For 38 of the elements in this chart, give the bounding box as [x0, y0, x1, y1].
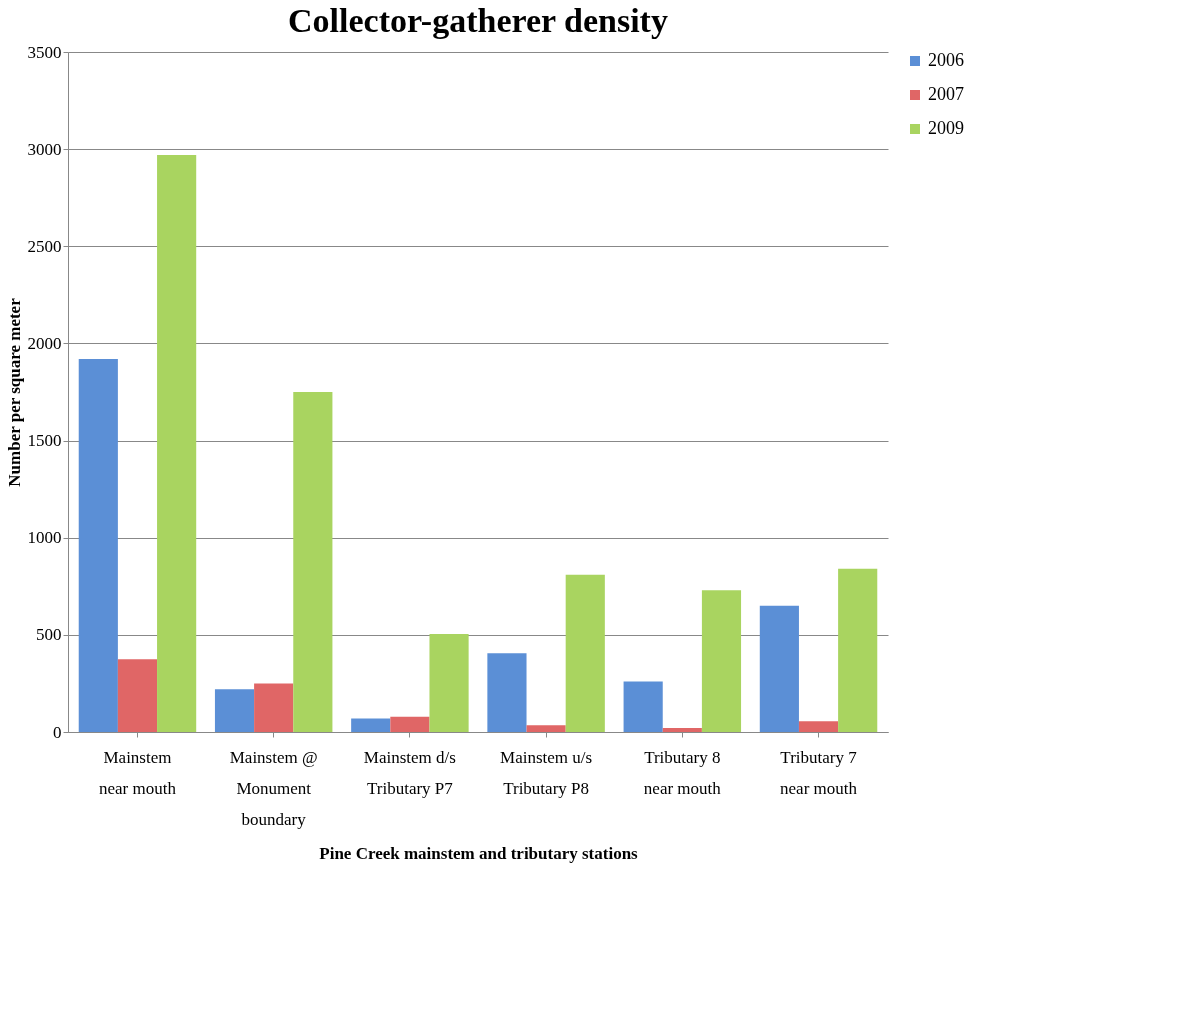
y-tick-label: 1000	[27, 528, 62, 548]
bar	[623, 681, 663, 732]
legend-label: 2007	[928, 84, 964, 104]
bar	[214, 689, 255, 732]
bar	[838, 568, 878, 732]
bar	[487, 653, 527, 732]
bar	[390, 716, 430, 732]
bar	[157, 154, 197, 732]
bar	[78, 358, 118, 732]
chart-title: Collector-gatherer density	[288, 2, 668, 39]
bar	[293, 392, 333, 732]
bar	[117, 659, 158, 732]
bar	[662, 728, 702, 732]
x-tick-label: Mainstem u/s Tributary P8	[500, 747, 593, 798]
legend-label: 2006	[928, 50, 964, 70]
bar	[798, 721, 839, 732]
x-tick-label: Mainstem d/s Tributary P7	[363, 747, 456, 798]
y-tick-label: 0	[53, 722, 62, 742]
legend-label: 2009	[928, 118, 964, 138]
x-tick-label: Mainstem @ Monument boundary	[229, 747, 318, 829]
x-tick-label: Tributary 8 near mouth	[643, 747, 722, 798]
x-tick-label: Tributary 7 near mouth	[780, 747, 858, 798]
y-tick-label: 500	[36, 625, 62, 645]
y-tick-label: 3000	[27, 139, 62, 159]
x-axis-title: Pine Creek mainstem and tributary stations	[319, 843, 639, 863]
bar	[254, 683, 294, 732]
y-tick-label: 2500	[27, 236, 62, 256]
bar	[565, 574, 605, 732]
y-axis-title: Number per square meter	[4, 297, 24, 487]
y-tick-label: 3500	[27, 42, 62, 62]
bar	[701, 590, 742, 732]
y-tick-label: 2000	[27, 333, 62, 353]
x-tick-label: Mainstem near mouth	[98, 747, 177, 798]
y-tick-label: 1500	[27, 431, 62, 451]
bar	[351, 718, 391, 732]
bar	[759, 605, 799, 732]
bar	[429, 633, 469, 732]
bar	[526, 725, 566, 732]
